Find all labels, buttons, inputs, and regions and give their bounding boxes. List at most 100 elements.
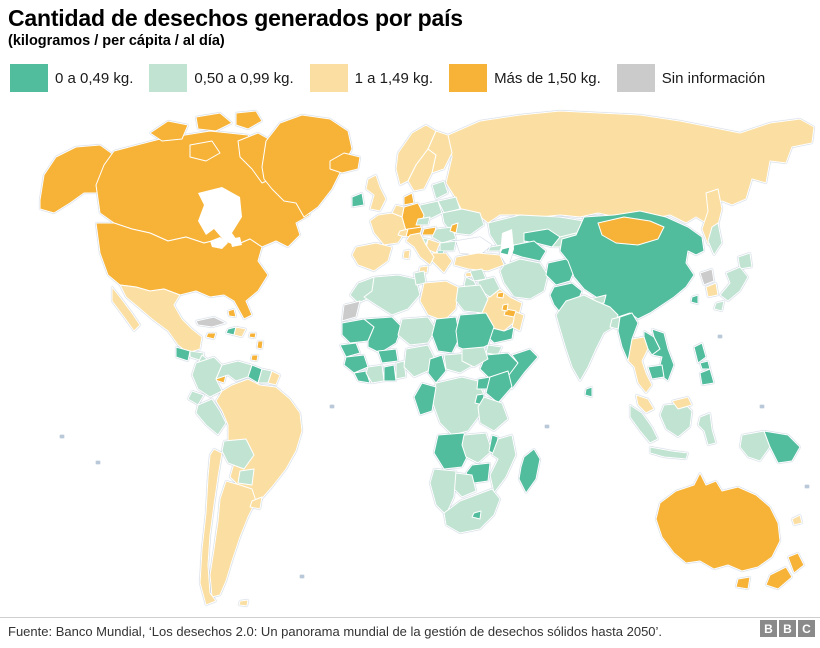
country-qatar <box>501 303 509 312</box>
legend-label: 0 a 0,49 kg. <box>55 69 134 87</box>
legend-swatch-orange <box>449 64 488 92</box>
great-lakes <box>210 237 228 249</box>
country-chile <box>199 448 223 606</box>
country-tanzania <box>477 396 509 432</box>
country-honshu <box>719 266 749 302</box>
country-uk <box>365 174 387 212</box>
country-peru <box>195 398 227 436</box>
country-finland <box>427 130 453 174</box>
legend-swatch-cream <box>309 64 348 92</box>
country-georgia <box>487 244 503 252</box>
country-sri-lanka <box>584 386 593 398</box>
country-togo-benin <box>395 360 407 380</box>
black-sea <box>456 237 492 255</box>
country-hokkaido <box>737 252 753 270</box>
country-sulawesi <box>697 412 717 446</box>
country-tasmania <box>735 576 751 590</box>
country-iberia <box>351 242 393 272</box>
country-ghana <box>383 364 397 382</box>
country-thailand <box>627 336 653 394</box>
source-text: Fuente: Banco Mundial, ‘Los desechos 2.0… <box>8 624 663 639</box>
country-cameroon <box>427 354 447 384</box>
island-speck <box>545 425 549 428</box>
country-burkina-faso <box>377 348 399 364</box>
legend-swatch-gray <box>616 64 655 92</box>
legend-item-150plus: Más de 1,50 kg. <box>449 64 601 92</box>
island-speck <box>805 485 809 488</box>
legend-swatch-teal <box>10 64 48 92</box>
island-speck <box>96 461 100 464</box>
country-bahamas <box>227 308 237 318</box>
island-speck <box>300 575 304 578</box>
header: Cantidad de desechos generados por país … <box>8 5 463 50</box>
country-western-sahara <box>341 300 361 322</box>
island-speck <box>60 435 64 438</box>
country-czech-slovakia <box>415 216 431 226</box>
arctic-island <box>149 120 189 142</box>
country-sumatra <box>629 404 659 444</box>
country-borneo <box>659 402 693 438</box>
country-italy <box>405 232 435 266</box>
country-australia <box>655 472 781 572</box>
country-mindanao <box>699 368 715 386</box>
country-ecuador <box>187 390 205 406</box>
country-north-korea <box>699 268 715 286</box>
legend-swatch-lightgreen <box>149 64 188 92</box>
legend-item-no-data: Sin información <box>616 64 765 92</box>
bbc-logo-letter: B <box>779 620 796 637</box>
country-new-zealand-south <box>765 566 793 590</box>
country-papua-new-guinea <box>763 430 801 464</box>
country-malaysia <box>635 394 655 414</box>
legend-label: Más de 1,50 kg. <box>494 69 601 87</box>
country-sardinia <box>402 249 411 260</box>
bbc-logo-letter: B <box>760 620 777 637</box>
bbc-logo-letter: C <box>798 620 815 637</box>
country-india <box>555 294 619 382</box>
legend-label: 0,50 a 0,99 kg. <box>194 69 294 87</box>
country-south-korea <box>705 282 719 298</box>
country-kyushu <box>713 300 725 312</box>
country-guatemala <box>175 346 191 362</box>
country-visayas <box>699 360 711 370</box>
page-title: Cantidad de desechos generados por país <box>8 5 463 31</box>
country-falklands <box>238 599 249 607</box>
country-somalia <box>505 348 539 390</box>
country-baltics <box>431 180 449 200</box>
country-cambodia <box>647 364 665 380</box>
country-jamaica <box>205 332 217 340</box>
country-kenya <box>485 370 513 404</box>
country-victoria-island <box>189 140 221 162</box>
country-mongolia <box>597 216 665 246</box>
country-denmark <box>403 192 415 206</box>
country-new-caledonia <box>791 514 803 526</box>
country-russia <box>445 110 815 224</box>
bbc-logo: B B C <box>760 620 815 637</box>
country-libya <box>419 280 459 322</box>
country-moldova <box>449 222 459 234</box>
hudson-bay <box>198 187 242 247</box>
country-venezuela <box>215 360 253 382</box>
country-baja-california <box>111 286 141 332</box>
country-puerto-rico <box>248 332 257 339</box>
country-kuwait <box>496 291 505 299</box>
country-congo-gabon <box>413 382 437 416</box>
country-taiwan <box>690 294 699 305</box>
country-argentina <box>209 480 257 598</box>
country-colombia <box>191 356 223 398</box>
country-java <box>649 446 689 460</box>
legend: 0 a 0,49 kg. 0,50 a 0,99 kg. 1 a 1,49 kg… <box>10 64 765 92</box>
country-armenia-azerbaijan <box>499 246 511 256</box>
country-dominican-republic <box>233 326 247 338</box>
country-iceland <box>329 152 361 174</box>
country-paraguay <box>237 468 255 486</box>
country-brazil <box>215 378 303 512</box>
island-speck <box>330 405 334 408</box>
country-cuba <box>195 316 227 328</box>
country-ivory-coast <box>365 364 385 384</box>
country-madagascar <box>518 448 541 494</box>
country-uruguay <box>249 496 263 510</box>
island-speck <box>718 335 722 338</box>
country-south-sudan <box>461 346 489 368</box>
page-subtitle: (kilogramos / per cápita / al día) <box>8 33 225 50</box>
country-senegal-gambia <box>339 342 361 358</box>
